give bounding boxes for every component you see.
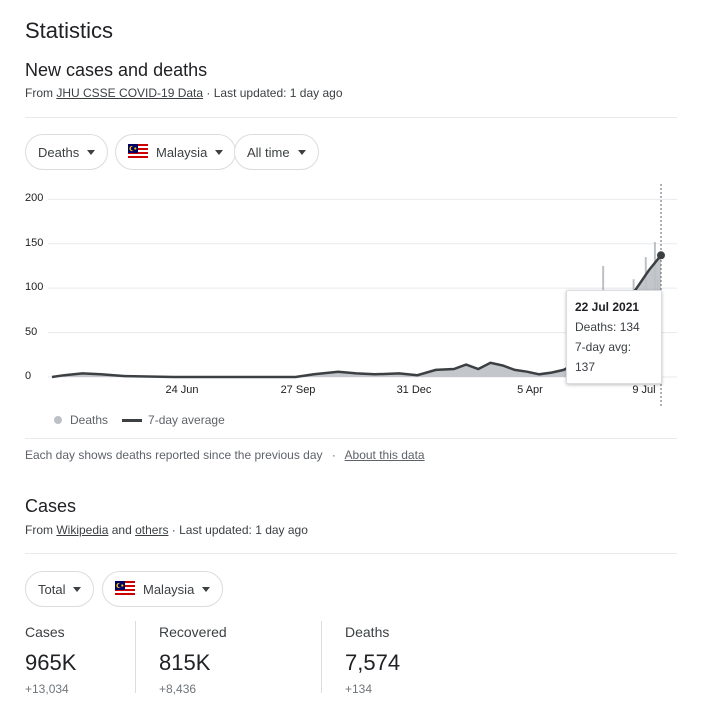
others-link[interactable]: others bbox=[135, 523, 169, 537]
stat-delta: +8,436 bbox=[159, 682, 197, 696]
last-updated: · Last updated: 1 day ago bbox=[206, 86, 343, 100]
range-dropdown-label: All time bbox=[247, 144, 290, 160]
page-title: Statistics bbox=[25, 18, 114, 43]
divider bbox=[25, 117, 677, 118]
stat-cases: Cases 965K +13,034 bbox=[25, 624, 76, 696]
y-tick-label: 150 bbox=[25, 236, 44, 249]
x-tick-label: 9 Jul bbox=[632, 384, 656, 396]
footnote-sep: · bbox=[331, 448, 336, 462]
stat-value: 7,574 bbox=[345, 650, 401, 675]
stat-separator bbox=[321, 621, 322, 693]
chart-footnote: Each day shows deaths reported since the… bbox=[25, 448, 425, 462]
chevron-down-icon bbox=[202, 586, 211, 592]
region-dropdown[interactable]: Malaysia bbox=[115, 134, 237, 170]
y-tick-label: 0 bbox=[25, 370, 32, 382]
legend-line-icon bbox=[122, 418, 143, 422]
x-tick-label: 27 Sep bbox=[280, 384, 316, 396]
cases-region-dropdown[interactable]: Malaysia bbox=[102, 571, 224, 607]
divider bbox=[25, 438, 677, 439]
region-dropdown-label: Malaysia bbox=[156, 144, 208, 160]
chevron-down-icon bbox=[87, 149, 96, 155]
source-line: From JHU CSSE COVID-19 Data · Last updat… bbox=[25, 86, 343, 100]
tooltip-date: 22 Jul 2021 bbox=[575, 300, 640, 314]
stat-label: Recovered bbox=[159, 624, 227, 640]
stat-label: Cases bbox=[25, 624, 65, 640]
y-tick-label: 200 bbox=[25, 192, 44, 205]
tooltip-deaths: Deaths: 134 bbox=[575, 320, 640, 334]
metric-dropdown[interactable]: Deaths bbox=[25, 134, 109, 170]
x-tick-label: 5 Apr bbox=[517, 384, 543, 396]
legend-deaths: Deaths bbox=[70, 413, 109, 427]
tooltip-avg: 7-day avg: 137 bbox=[575, 340, 632, 374]
chevron-down-icon bbox=[297, 149, 306, 155]
wikipedia-link[interactable]: Wikipedia bbox=[56, 523, 109, 537]
total-dropdown-label: Total bbox=[38, 581, 66, 597]
cases-source-prefix: From bbox=[25, 523, 53, 537]
highlight-point bbox=[657, 251, 665, 260]
divider bbox=[25, 553, 677, 554]
stat-value: 815K bbox=[159, 650, 211, 675]
metric-dropdown-label: Deaths bbox=[38, 144, 80, 160]
stat-recovered: Recovered 815K +8,436 bbox=[159, 624, 227, 696]
section-title-deaths: New cases and deaths bbox=[25, 60, 208, 80]
y-tick-label: 50 bbox=[25, 325, 38, 338]
stat-label: Deaths bbox=[345, 624, 390, 640]
total-dropdown[interactable]: Total bbox=[25, 571, 95, 607]
stat-delta: +13,034 bbox=[25, 682, 69, 696]
x-tick-label: 31 Dec bbox=[396, 384, 432, 396]
legend-dot-icon bbox=[54, 416, 62, 424]
about-data-link[interactable]: About this data bbox=[344, 448, 425, 462]
cases-source-line: From Wikipedia and others · Last updated… bbox=[25, 523, 308, 537]
source-prefix: From bbox=[25, 86, 53, 100]
legend-avg: 7-day average bbox=[148, 413, 225, 427]
y-tick-label: 100 bbox=[25, 281, 44, 294]
chevron-down-icon bbox=[73, 586, 82, 592]
source-link-jhu[interactable]: JHU CSSE COVID-19 Data bbox=[56, 86, 204, 100]
chevron-down-icon bbox=[215, 149, 224, 155]
malaysia-flag-icon bbox=[115, 581, 135, 597]
cases-last-updated: · Last updated: 1 day ago bbox=[171, 523, 308, 537]
stat-separator bbox=[135, 621, 136, 693]
stat-delta: +134 bbox=[345, 682, 373, 696]
section-title-cases: Cases bbox=[25, 496, 77, 516]
cases-region-label: Malaysia bbox=[143, 581, 195, 597]
stat-deaths: Deaths 7,574 +134 bbox=[345, 624, 400, 696]
stat-value: 965K bbox=[25, 650, 77, 675]
x-tick-label: 24 Jun bbox=[165, 384, 199, 396]
footnote-text: Each day shows deaths reported since the… bbox=[25, 448, 323, 462]
chart-legend: Deaths 7-day average bbox=[54, 413, 225, 427]
and-text: and bbox=[111, 523, 132, 537]
chart-tooltip: 22 Jul 2021 Deaths: 134 7-day avg: 137 bbox=[566, 290, 662, 384]
malaysia-flag-icon bbox=[128, 144, 148, 160]
range-dropdown[interactable]: All time bbox=[234, 134, 319, 170]
